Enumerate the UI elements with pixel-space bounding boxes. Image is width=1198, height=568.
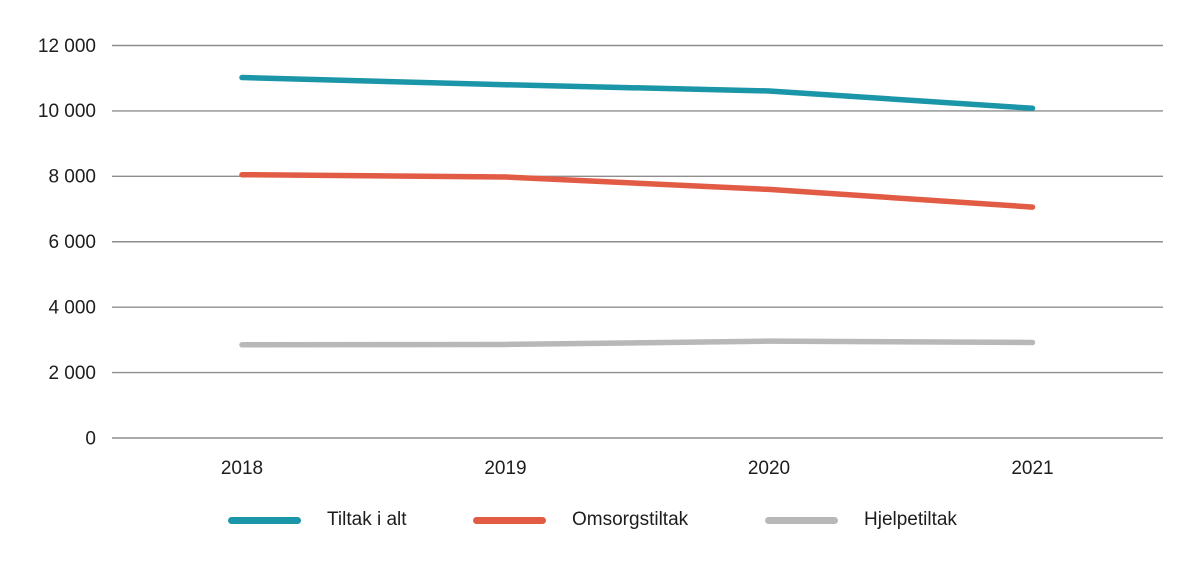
series-line-hjelpetiltak: [239, 338, 1036, 348]
y-tick-label-10000: 10 000: [38, 101, 96, 122]
legend-swatch-tiltak-i-alt: [228, 516, 301, 524]
legend-item-hjelpetiltak: Hjelpetiltak: [765, 509, 957, 531]
legend-swatch-omsorgstiltak: [473, 516, 546, 524]
series-line-tiltak-i-alt: [239, 74, 1036, 112]
y-tick-label-8000: 8 000: [48, 167, 96, 188]
y-tick-label-12000: 12 000: [38, 36, 96, 57]
x-tick-label-2018: 2018: [221, 458, 263, 479]
legend-item-omsorgstiltak: Omsorgstiltak: [473, 509, 688, 531]
legend-label-omsorgstiltak: Omsorgstiltak: [572, 509, 689, 530]
x-tick-label-2021: 2021: [1011, 458, 1053, 479]
series-line-omsorgstiltak: [239, 171, 1036, 210]
x-tick-label-2020: 2020: [748, 458, 790, 479]
legend-label-tiltak-i-alt: Tiltak i alt: [327, 509, 407, 530]
y-tick-label-0: 0: [85, 428, 96, 449]
y-tick-label-6000: 6 000: [48, 232, 96, 253]
y-tick-label-2000: 2 000: [48, 363, 96, 384]
legend-item-tiltak-i-alt: Tiltak i alt: [228, 509, 407, 531]
y-tick-label-4000: 4 000: [48, 297, 96, 318]
x-tick-label-2019: 2019: [484, 458, 526, 479]
legend-label-hjelpetiltak: Hjelpetiltak: [864, 509, 957, 530]
legend-swatch-hjelpetiltak: [765, 516, 838, 524]
chart-legend: Tiltak i alt Omsorgstiltak Hjelpetiltak: [0, 509, 1198, 531]
